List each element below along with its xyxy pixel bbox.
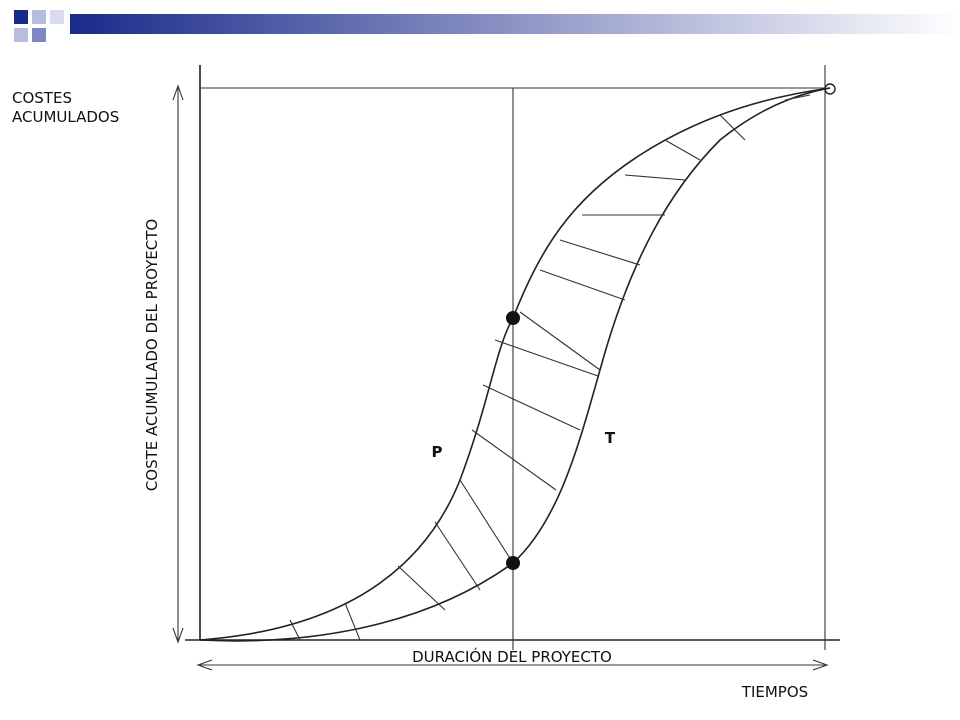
point-upper [506, 311, 520, 325]
y-axis-label: ACUMULADOS [12, 108, 119, 126]
dimension-arrows [172, 84, 829, 671]
s-curves [199, 87, 831, 642]
x-axis-label: TIEMPOS [741, 683, 808, 701]
point-lower [506, 556, 520, 570]
curve-label: P [432, 443, 443, 461]
duration-label: DURACIÓN DEL PROYECTO [412, 647, 612, 666]
diagram-frame [185, 65, 840, 650]
vertical-label: COSTE ACUMULADO DEL PROYECTO [143, 219, 161, 491]
curve-label: T [605, 429, 616, 447]
hatching [289, 94, 811, 641]
header-decoration [14, 10, 960, 42]
y-axis-label: COSTES [12, 89, 72, 107]
